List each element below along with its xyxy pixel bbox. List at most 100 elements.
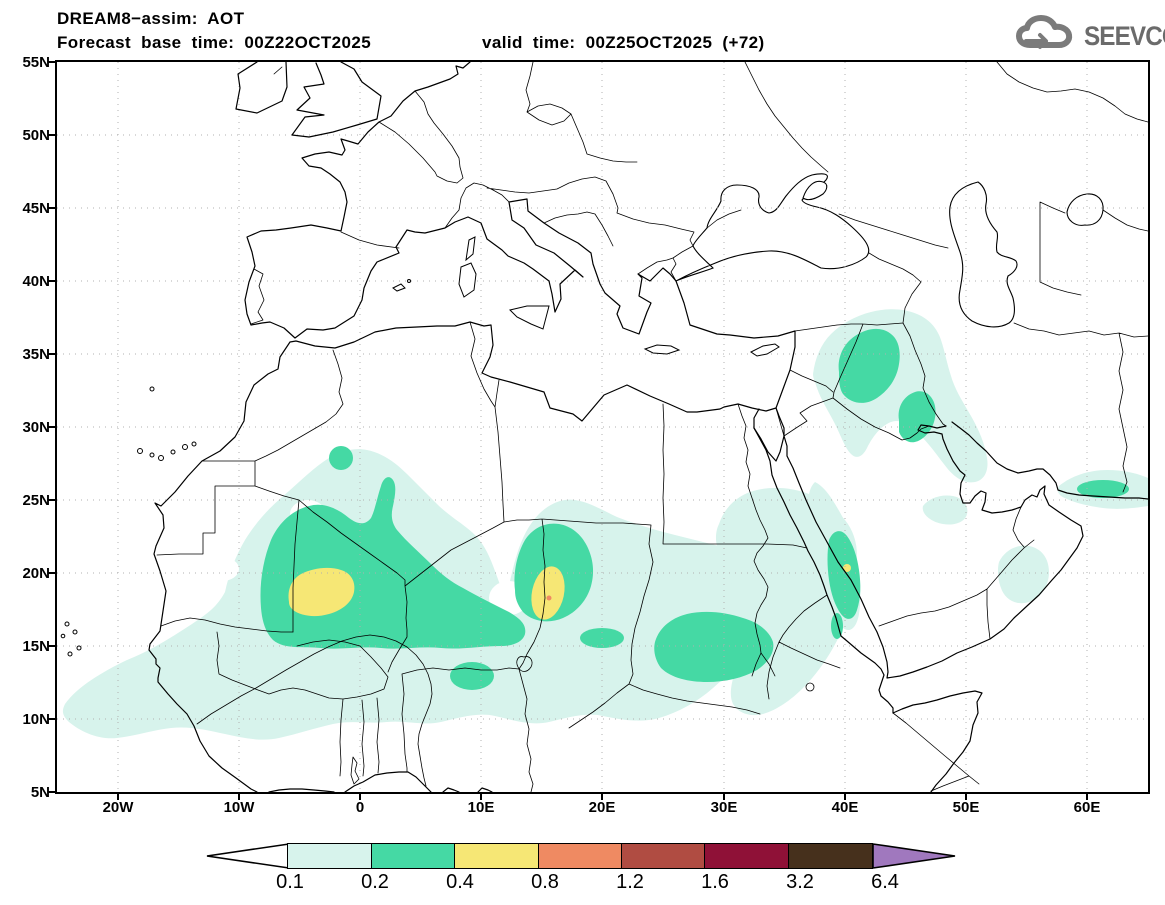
colorbar-value-label: 0.4 [446,871,474,893]
niger-river [196,634,433,787]
aot-yellow-mali [288,567,355,617]
coast-iran-makran [951,421,1148,500]
cape-verde-island [60,633,66,639]
lake-chad [516,656,533,672]
lon-tick-label: 10E [467,799,495,816]
lat-tick-label: 40N [22,273,50,290]
logo-wordmark: SEEVCCC [1084,20,1165,51]
lat-tick-label: 25N [22,492,50,509]
nile-river [737,403,776,677]
lat-tick-label: 35N [22,346,50,363]
aot-green-spot-28n [329,446,353,470]
colorbar [205,843,957,869]
aot-region-gulf-south [922,495,968,525]
seas-layer [675,173,1104,328]
colorbar-value-label: 1.6 [701,871,729,893]
cape-verde-island [76,645,82,651]
coast-britain [291,62,382,138]
coast-redsea-west-somalia [753,427,983,792]
lon-tick-label: 30E [710,799,738,816]
lat-tick-label: 5N [30,784,50,801]
colorbar-value-label: 0.8 [531,871,559,893]
cape-verde-island [67,651,73,657]
coast-sinai [753,407,785,462]
coast-arabia [783,424,1084,679]
lon-tick-label: 20E [588,799,616,816]
lake-tana [805,682,815,692]
coast-gulf-of-guinea [268,771,493,792]
canary-island [137,448,143,454]
colorbar-segment-6 [787,843,873,869]
lat-tick-label: 20N [22,565,50,582]
canary-island [149,452,155,458]
lat-tick-label: 10N [22,711,50,728]
aot-green-iran-coast [1077,480,1129,498]
colorbar-value-label: 6.4 [871,871,899,893]
lon-tick-label: 0 [355,799,365,816]
coastline-layer [148,62,1148,792]
lon-tick-label: 60E [1073,799,1101,816]
aot-yellow-niger-chad [531,566,565,620]
sardinia-island [458,262,477,298]
colorbar-overflow-arrow [872,843,955,869]
aot-hole-mauritania-2 [205,557,239,581]
aral-sea [1066,193,1104,226]
corsica-island [465,236,476,262]
canary-island [170,449,176,455]
valid-time-label: valid time: 00Z25OCT2025 (+72) [482,33,765,52]
lon-tick-label: 10W [223,799,255,816]
colorbar-segment-0 [287,843,373,869]
colorbar-segment-4 [621,843,707,869]
forecast-base-time-label: Forecast base time: 00Z22OCT2025 [57,33,372,52]
lat-tick-label: 30N [22,419,50,436]
lat-tick-label: 55N [22,54,50,71]
colorbar-segment-2 [454,843,540,869]
caspian-sea [949,181,1018,328]
black-sea [675,173,870,282]
colorbar-underflow-arrow [206,843,290,869]
aot-green-nigeria [450,662,494,690]
canary-island [182,444,188,450]
aot-green-redsea-streak [827,531,861,619]
sicily-island [509,305,550,330]
colorbar-segment-5 [704,843,790,869]
aot-region-mesopotamia [813,309,988,483]
sea-of-azov [802,180,828,201]
aot-region-oman [997,545,1049,604]
cape-verde-island [72,629,78,635]
aot-map-svg [57,62,1148,792]
aot-green-iraq-se [898,391,936,443]
page-title: DREAM8−assim: AOT [57,9,245,28]
coast-ireland [235,62,288,114]
colorbar-value-label: 0.2 [361,871,389,893]
lat-tick-label: 15N [22,638,50,655]
country-borders [156,62,1148,792]
aot-green-sudan [654,611,774,682]
map-plot-area [55,60,1150,794]
aot-shading-layer [62,309,1148,740]
cape-verde-island [64,621,70,627]
colorbar-value-label: 1.2 [616,871,644,893]
coast-europe-africa [148,62,796,792]
menorca-island [407,279,411,283]
colorbar-value-label: 0.1 [276,871,304,893]
colorbar-value-label: 3.2 [786,871,814,893]
mallorca-island [392,283,406,292]
lat-tick-label: 50N [22,127,50,144]
cloud-logo-icon [1016,14,1078,59]
aot-salmon-core-speck [546,595,552,601]
lat-tick-label: 45N [22,200,50,217]
aot-hole-mauritania [203,499,245,551]
crete-island [643,344,681,355]
canary-island [191,441,197,447]
lon-tick-label: 50E [952,799,980,816]
seevccc-logo: SEEVCCC [1016,14,1165,59]
lake-volta [350,756,360,785]
cyprus-island [750,343,780,357]
islands-layer [60,236,780,657]
colorbar-segment-3 [537,843,623,869]
rivers-lakes-layer [160,403,815,787]
colorbar-segment-1 [370,843,456,869]
madeira-island [149,386,155,392]
